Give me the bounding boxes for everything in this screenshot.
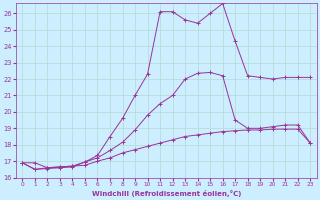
X-axis label: Windchill (Refroidissement éolien,°C): Windchill (Refroidissement éolien,°C) [92,190,241,197]
